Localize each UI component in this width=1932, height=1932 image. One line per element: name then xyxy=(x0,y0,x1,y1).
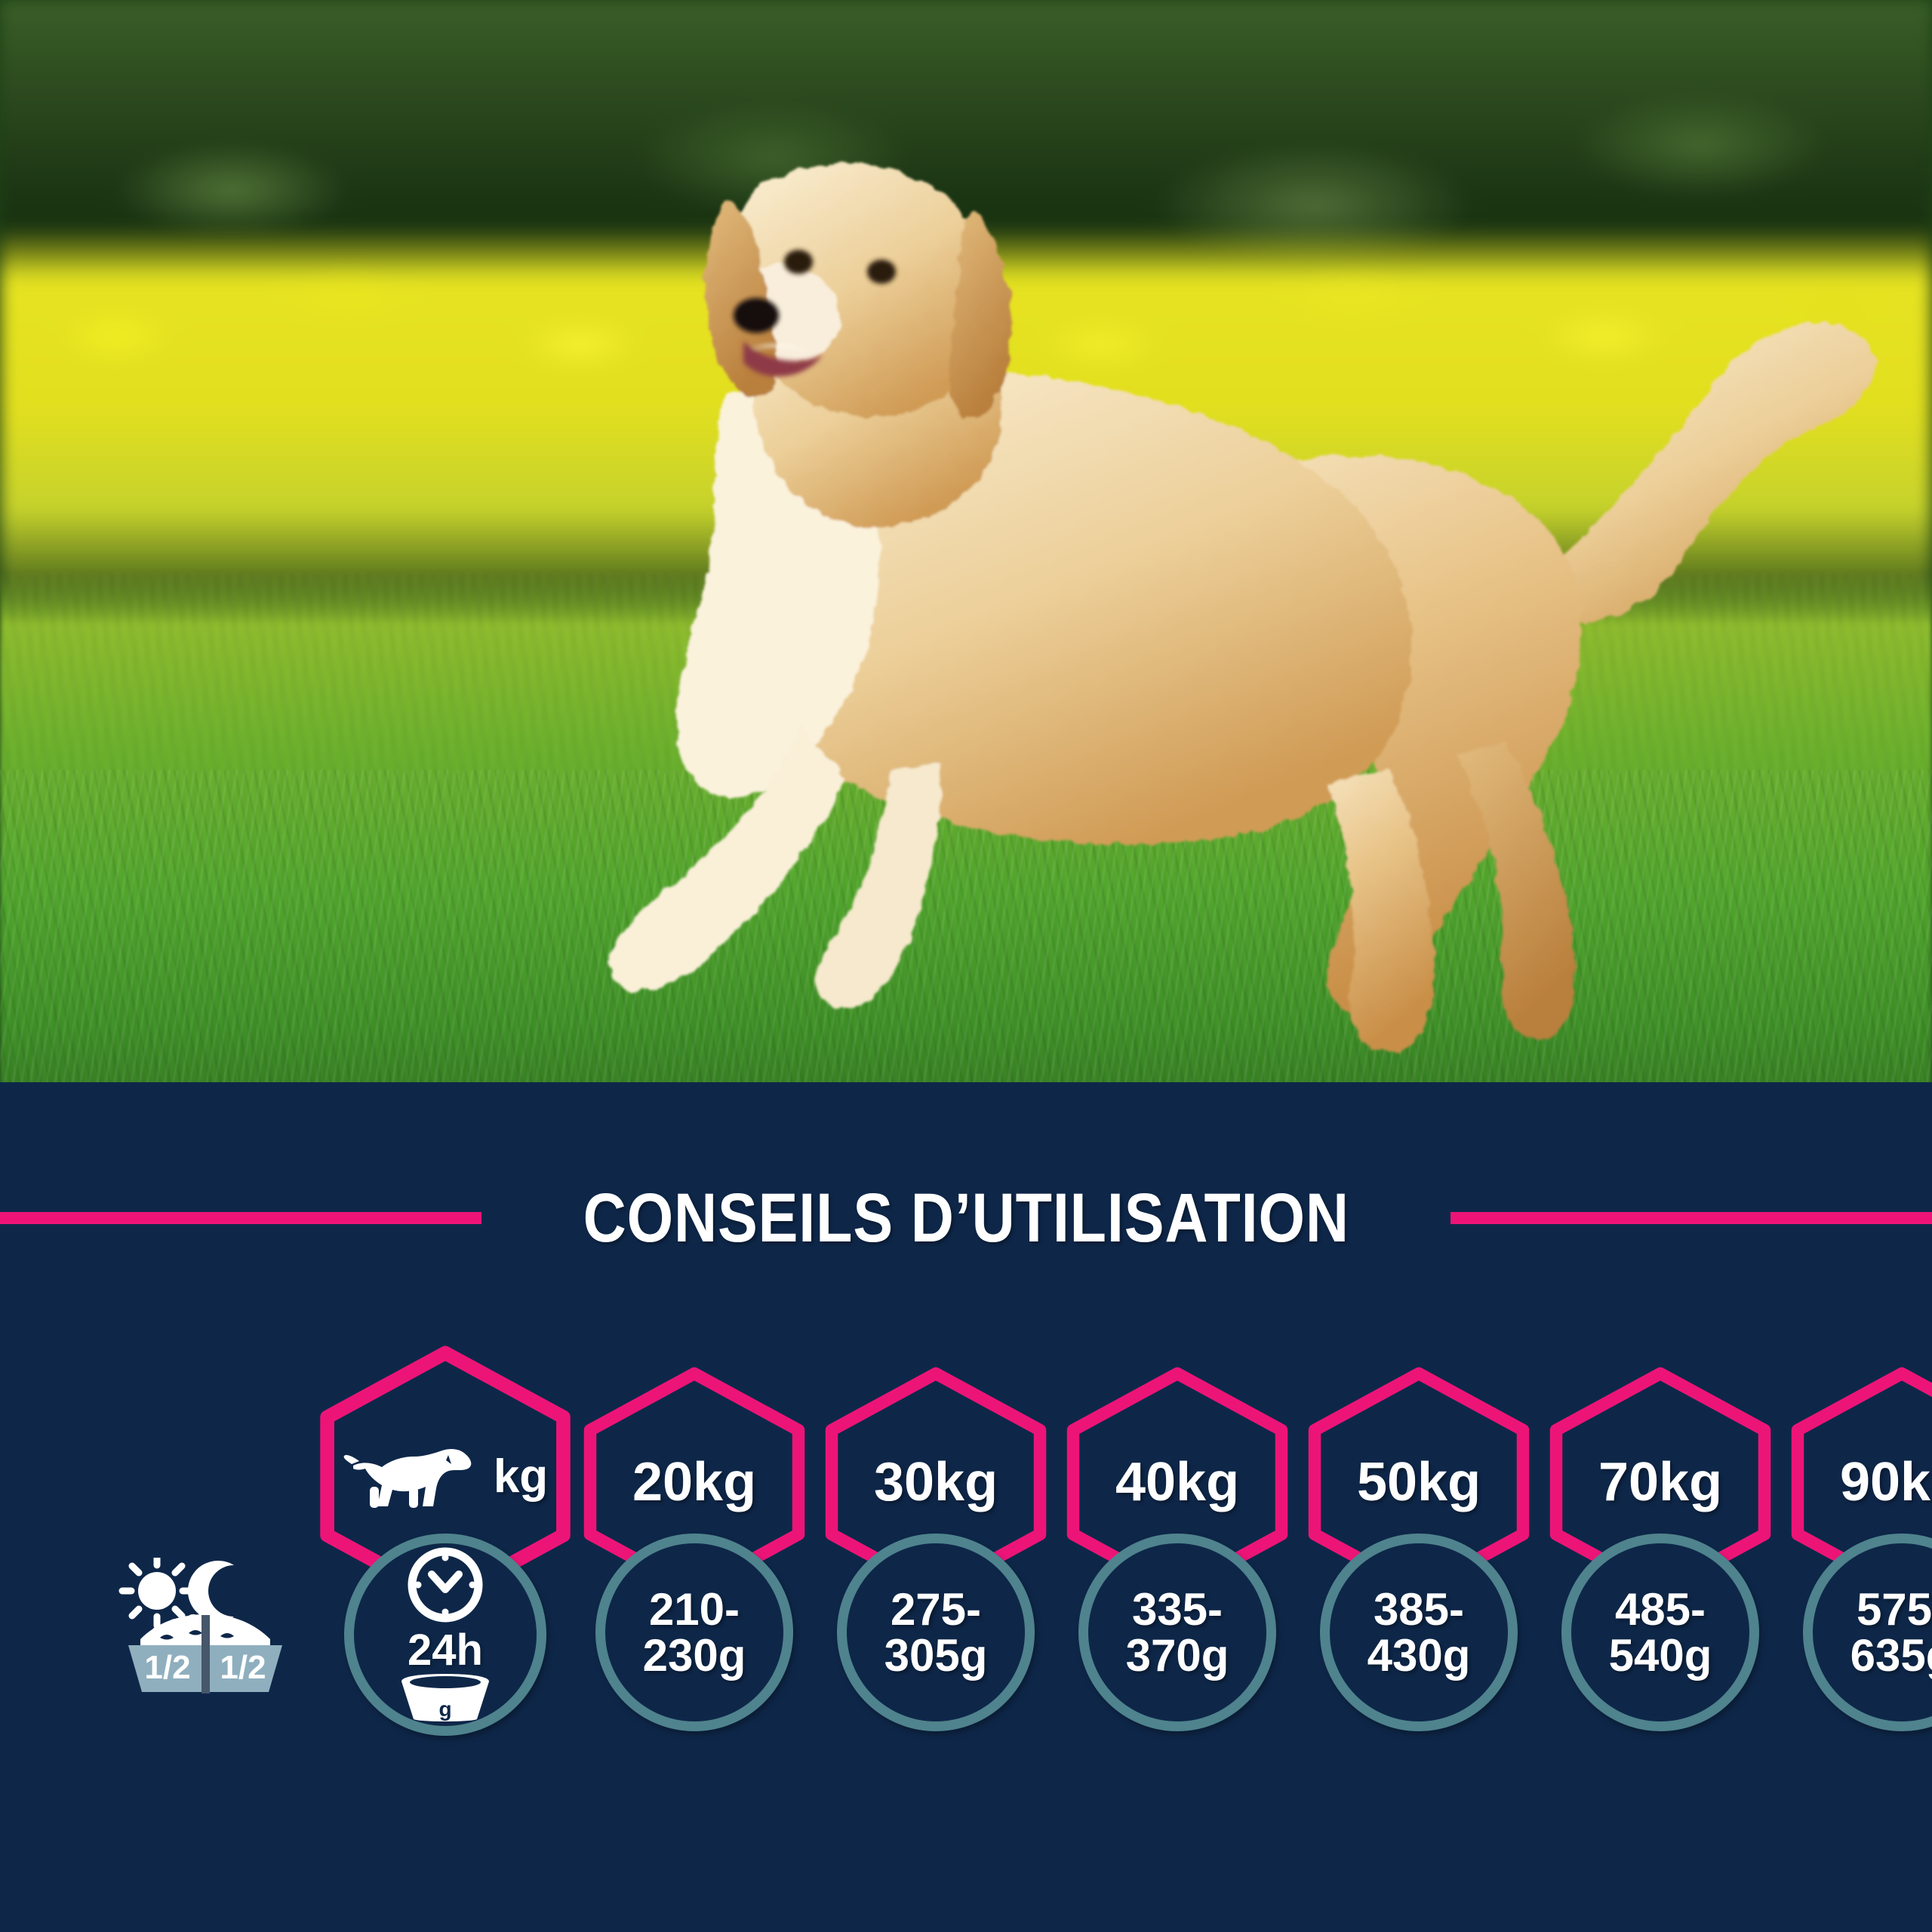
sun-icon xyxy=(118,1558,195,1629)
title-rule-right xyxy=(1451,1212,1932,1224)
kibble-mound xyxy=(140,1614,270,1645)
legend-circle-ration xyxy=(344,1534,546,1736)
bowl-divider xyxy=(202,1615,210,1694)
moon-icon xyxy=(187,1561,234,1621)
golden-retriever-photo-subject xyxy=(608,163,1876,1052)
title-rule-left xyxy=(0,1212,481,1224)
usage-advice-panel: CONSEILS D’UTILISATION xyxy=(0,1082,1932,1932)
bowl-half-right-label: 1/2 xyxy=(220,1649,266,1686)
feeding-frequency-icon: 1/2 1/2 xyxy=(118,1558,282,1694)
feeding-chart: 1/2 1/2 xyxy=(0,1082,1932,1932)
hero-photo xyxy=(0,0,1932,1082)
ration-circle xyxy=(837,1534,1035,1731)
ration-circle xyxy=(1078,1534,1276,1731)
bowl-half-left-label: 1/2 xyxy=(144,1649,190,1686)
ration-circle xyxy=(1561,1534,1759,1731)
ration-circle xyxy=(1320,1534,1518,1731)
ration-circle xyxy=(595,1534,793,1731)
page-title: CONSEILS D’UTILISATION xyxy=(583,1179,1349,1257)
section-title-row: CONSEILS D’UTILISATION xyxy=(0,1177,1932,1260)
